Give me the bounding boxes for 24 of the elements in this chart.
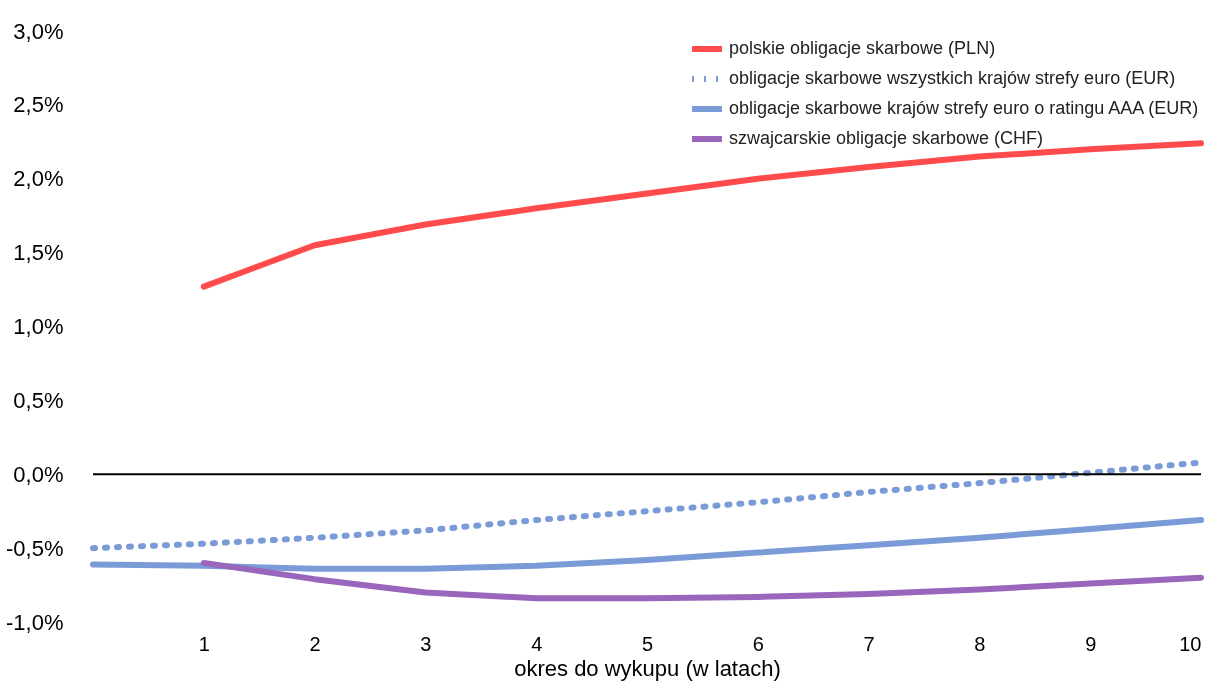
x-axis-title: okres do wykupu (w latach) <box>514 655 781 681</box>
y-tick-label: 0,0% <box>13 461 64 487</box>
y-tick-label: 1,5% <box>13 240 64 266</box>
legend-label: polskie obligacje skarbowe (PLN) <box>729 38 996 58</box>
x-tick-label: 10 <box>1179 632 1202 655</box>
x-tick-label: 2 <box>309 632 321 655</box>
x-tick-label: 3 <box>420 632 432 655</box>
x-tick-label: 6 <box>752 632 764 655</box>
y-tick-label: -1,0% <box>6 609 64 635</box>
y-tick-label: 2,0% <box>13 166 64 192</box>
x-tick-label: 9 <box>1085 632 1097 655</box>
x-tick-label: 1 <box>198 632 210 655</box>
x-tick-label: 7 <box>863 632 875 655</box>
legend-label: obligacje skarbowe krajów strefy euro o ratingu AAA (EUR) <box>729 98 1199 118</box>
y-tick-label: 3,0% <box>13 18 64 44</box>
y-tick-label: 1,0% <box>13 314 64 339</box>
legend-label: obligacje skarbowe wszystkich krajów strefy euro (EUR) <box>729 68 1176 88</box>
legend-label: szwajcarskie obligacje skarbowe (CHF) <box>729 128 1044 148</box>
x-tick-label: 5 <box>641 632 654 655</box>
y-tick-label: -0,5% <box>6 535 64 561</box>
y-tick-label: 2,5% <box>13 92 64 118</box>
x-tick-label: 4 <box>531 632 543 655</box>
x-tick-label: 8 <box>974 632 986 655</box>
y-tick-label: 0,5% <box>13 387 64 413</box>
